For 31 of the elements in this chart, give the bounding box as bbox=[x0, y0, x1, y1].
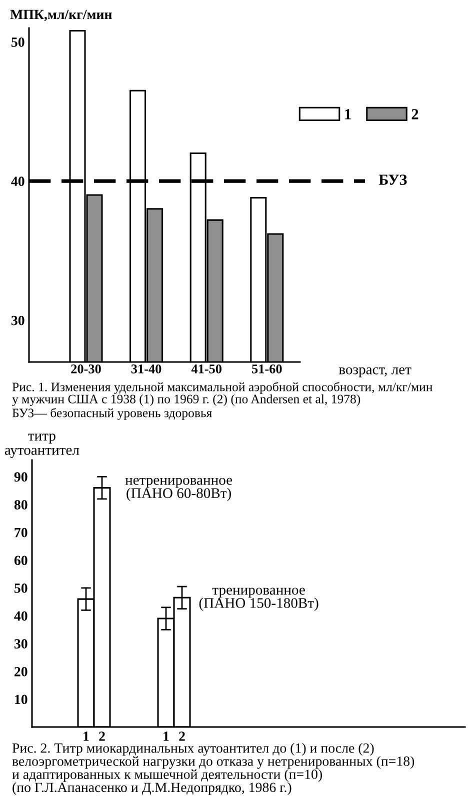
legend-label: 1 bbox=[345, 109, 351, 120]
y-tick-label: 70 bbox=[14, 528, 28, 538]
text: Рис. 1. Изменения удельной максимальной аэробной способности, мл/кг/мин у мужчин США с 1938 (1) по 1969 г. (2) (по Andersen et al, 1978) bbox=[12, 382, 432, 406]
x-tick-label: 31-40 bbox=[131, 364, 162, 374]
y-axis-title: титр аутоантител bbox=[4, 434, 80, 458]
legend-label: 2 bbox=[412, 109, 418, 120]
annotation: нетренированное (ПАНО 60-80Вт) bbox=[125, 478, 232, 502]
text: БУЗ— безопасный уровень здоровья bbox=[12, 408, 212, 420]
y-tick-label: 50 bbox=[12, 38, 24, 47]
text: тренированное (ПАНО 150-180Вт) bbox=[199, 588, 318, 611]
y-tick-label: 30 bbox=[11, 316, 24, 326]
y-tick-label: 80 bbox=[14, 500, 28, 510]
x-tick-label: 2 bbox=[99, 732, 105, 741]
x-axis-title: возраст, лет bbox=[338, 367, 412, 378]
y-tick-label: 20 bbox=[14, 666, 28, 676]
y-tick-label: 40 bbox=[14, 611, 28, 621]
y-tick-label: 40 bbox=[11, 176, 24, 186]
y-tick-label: 30 bbox=[14, 639, 28, 649]
y-tick-label: 10 bbox=[15, 694, 28, 704]
x-tick-label: 1 bbox=[164, 732, 169, 741]
x-tick-label: 20-30 bbox=[71, 364, 101, 374]
y-tick-label: 60 bbox=[14, 556, 28, 566]
y-tick-label: 90 bbox=[14, 472, 28, 482]
x-tick-label: 41-50 bbox=[191, 364, 222, 374]
text: Рис. 2. Титр миокардинальных аутоантител до (1) и после (2) велоэргометрической нагрузки до отказа у нетренированных (п=18) и адаптированных к мышечной деятельности (п=10) (по Г.Л.Апанасенко и Д.М.Недопрядко, 1986 г.) bbox=[12, 743, 414, 795]
x-tick-label: 1 bbox=[84, 732, 89, 741]
ref-line-label: БУЗ bbox=[378, 174, 407, 185]
y-tick-label: 50 bbox=[14, 584, 28, 593]
x-tick-label: 2 bbox=[179, 732, 185, 741]
y-axis-title: МПК,мл/кг/мин bbox=[10, 10, 112, 22]
x-tick-label: 51-60 bbox=[252, 364, 282, 374]
